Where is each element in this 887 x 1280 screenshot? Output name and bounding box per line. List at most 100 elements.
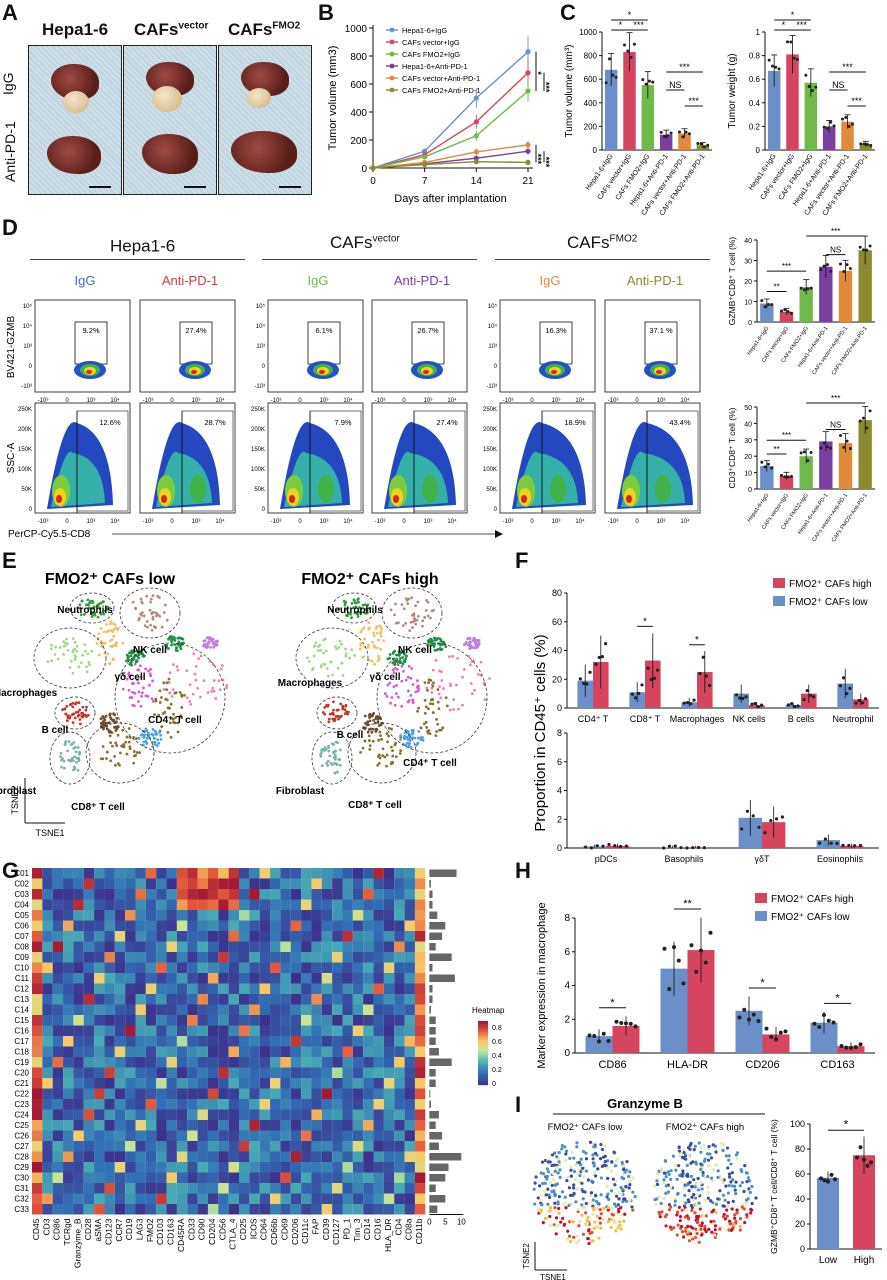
tsne-point xyxy=(563,1195,567,1199)
tsne-point xyxy=(80,711,83,715)
heatmap-cell xyxy=(104,1120,115,1131)
tsne-point xyxy=(701,1173,705,1177)
tsne-point xyxy=(160,696,163,699)
tsne-point xyxy=(210,690,214,693)
tsne-point xyxy=(212,689,216,693)
legend-marker xyxy=(389,39,395,45)
tsne-point xyxy=(88,663,91,667)
heatmap-cell xyxy=(166,952,177,963)
heatmap-cell xyxy=(166,1130,177,1141)
tsne-point xyxy=(349,612,352,616)
tsne-point xyxy=(678,1173,682,1178)
x-tick-label: 10³ xyxy=(657,398,666,404)
replicate-point xyxy=(763,305,767,309)
tsne-point xyxy=(362,626,366,630)
tsne-point xyxy=(152,625,156,628)
heatmap-cell xyxy=(404,910,415,921)
heatmap-cell xyxy=(373,973,384,984)
heatmap-cell xyxy=(52,973,64,984)
tsne-point xyxy=(618,1220,622,1224)
heatmap-cell xyxy=(301,878,312,889)
x-tick-label: 10⁴ xyxy=(343,397,353,404)
heatmap-cell xyxy=(363,1015,374,1026)
tsne-point xyxy=(377,654,380,658)
tsne-point xyxy=(735,1156,739,1160)
tsne-point xyxy=(556,1223,560,1227)
x-tick-label: 0 xyxy=(530,519,534,525)
heatmap-cell xyxy=(73,1099,84,1110)
tsne-point xyxy=(388,656,392,660)
tsne-point xyxy=(726,1226,731,1230)
tsne-point xyxy=(606,1176,610,1180)
heatmap-cell xyxy=(156,1057,167,1068)
heatmap-cell xyxy=(52,1183,64,1194)
tsne-point xyxy=(174,646,178,650)
heatmap-cell xyxy=(404,1183,415,1194)
heatmap-cell xyxy=(383,941,395,952)
cluster-label: γδ cell xyxy=(369,672,400,683)
tsne-point xyxy=(387,734,391,738)
tsne-point xyxy=(434,734,438,738)
heatmap-cell xyxy=(239,941,250,952)
tsne-point xyxy=(373,721,377,725)
y-tick-label: 0 xyxy=(557,843,562,853)
heatmap-cell xyxy=(414,1109,426,1120)
tsne-point xyxy=(391,749,394,753)
heatmap-cell xyxy=(373,1151,384,1162)
tsne-point xyxy=(168,706,171,710)
heatmap-cell xyxy=(404,878,415,889)
tsne-point xyxy=(419,738,423,742)
series-line xyxy=(372,72,529,169)
tsne-point xyxy=(438,669,441,673)
tsne-point xyxy=(78,606,82,610)
x-tick-label: 0 xyxy=(298,398,302,404)
tsne-point xyxy=(158,689,162,693)
tsne-point xyxy=(148,736,151,740)
replicate-point xyxy=(595,844,599,848)
tsne-point xyxy=(691,1226,695,1230)
y-tick-label: 150K xyxy=(18,447,32,453)
heatmap-cell xyxy=(32,1109,43,1120)
heatmap-cell xyxy=(52,952,64,963)
colorbar-segment xyxy=(478,1069,488,1071)
heatmap-cell xyxy=(352,952,364,963)
heatmap-cell xyxy=(207,1141,219,1152)
tsne-point xyxy=(654,1203,658,1207)
heatmap-cell xyxy=(239,1130,250,1141)
heatmap-cell xyxy=(94,1036,105,1047)
tsne-point xyxy=(63,644,67,648)
colorbar-segment xyxy=(478,1067,488,1070)
heatmap-cell xyxy=(270,878,281,889)
heatmap-cell xyxy=(363,1067,374,1078)
heatmap-cell xyxy=(332,1130,343,1141)
heatmap-cell xyxy=(383,1183,395,1194)
tsne-point xyxy=(568,1156,572,1161)
replicate-point xyxy=(632,42,636,46)
tsne-point xyxy=(401,656,405,659)
heatmap-cell xyxy=(239,1172,250,1183)
heatmap-cell xyxy=(321,1067,333,1078)
heatmap-cell xyxy=(63,931,74,942)
sig-label: *** xyxy=(831,227,840,236)
heatmap-cell xyxy=(363,1099,374,1110)
replicate-point xyxy=(756,705,760,709)
heatmap-cell xyxy=(311,1025,322,1036)
tsne-point xyxy=(621,1199,625,1204)
heatmap-cell xyxy=(156,1172,167,1183)
bar xyxy=(822,126,836,150)
tsne-point xyxy=(621,1177,626,1181)
heatmap-cell xyxy=(94,889,105,900)
y-tick-label: 40 xyxy=(552,646,562,656)
tsne-point xyxy=(128,747,132,750)
heatmap-cell xyxy=(135,941,146,952)
heatmap-cell xyxy=(363,931,374,942)
tsne-point xyxy=(550,1183,554,1187)
heatmap-cell xyxy=(342,868,353,879)
heatmap-cell xyxy=(228,920,239,931)
panel-i-letter: I xyxy=(515,1092,522,1117)
heatmap-cell xyxy=(114,952,126,963)
tsne-point xyxy=(659,1169,664,1173)
heatmap-cell xyxy=(166,1141,177,1152)
tsne-point xyxy=(745,1213,749,1217)
heatmap-cell xyxy=(83,1036,95,1047)
